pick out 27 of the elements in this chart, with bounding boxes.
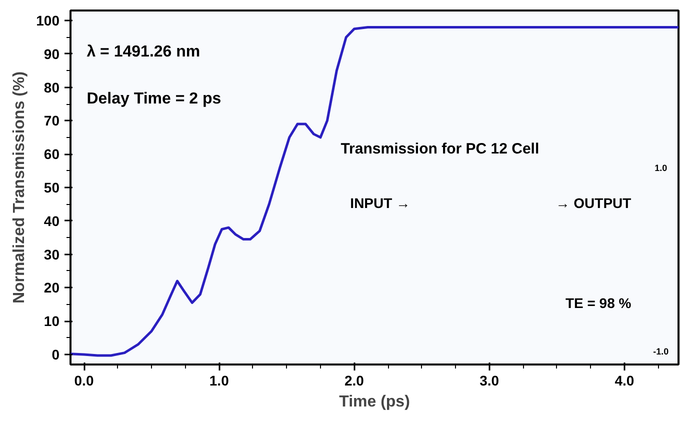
x-tick-label: 2.0 <box>344 372 364 388</box>
x-axis-title: Time (ps) <box>339 394 410 410</box>
y-tick-label: 50 <box>44 180 60 196</box>
y-tick-label: 10 <box>44 313 60 330</box>
x-tick-label: 1.0 <box>209 372 230 388</box>
annotation: Delay Time = 2 ps <box>86 90 222 108</box>
y-axis-title: Normalized Transmissions (%) <box>11 71 28 304</box>
y-tick-label: 60 <box>44 146 60 162</box>
x-tick-label: 3.0 <box>480 372 500 388</box>
y-tick-label: 30 <box>44 246 60 262</box>
annotation: λ = 1491.26 nm <box>86 44 200 61</box>
x-tick-label: 4.0 <box>614 372 634 388</box>
annotation: INPUT → <box>350 194 410 211</box>
annotation: Transmission for PC 12 Cell <box>340 140 540 158</box>
y-tick-label: 100 <box>36 12 60 29</box>
y-tick-label: 40 <box>44 212 60 229</box>
y-tick-label: 80 <box>44 79 60 96</box>
y-tick-label: 90 <box>44 46 60 62</box>
annotation: → OUTPUT <box>556 194 632 211</box>
annotation: 1.0 <box>654 162 668 173</box>
x-tick-label: 0.0 <box>74 372 94 388</box>
y-tick-label: 0 <box>52 346 60 362</box>
line-series <box>70 26 678 357</box>
annotation: TE = 98 % <box>565 295 632 312</box>
y-tick-label: 70 <box>44 112 60 129</box>
y-tick-label: 20 <box>44 280 60 296</box>
annotation: -1.0 <box>653 346 669 356</box>
